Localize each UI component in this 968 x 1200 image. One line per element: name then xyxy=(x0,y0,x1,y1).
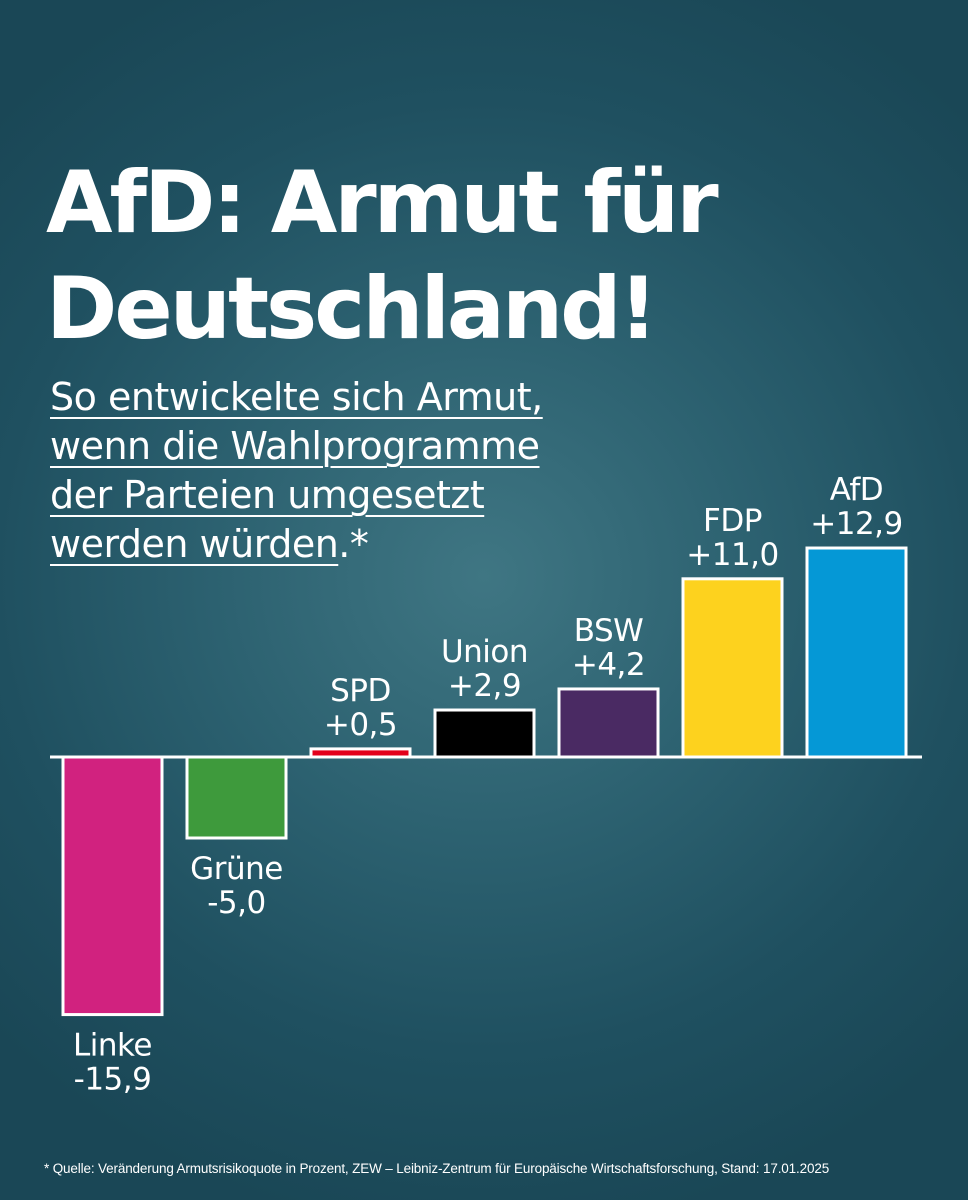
category-label-afd: AfD xyxy=(830,472,883,508)
value-label-afd: +12,9 xyxy=(810,506,903,542)
source-footnote: * Quelle: Veränderung Armutsrisikoquote … xyxy=(44,1161,830,1176)
category-label-bsw: BSW xyxy=(574,613,644,649)
bar-afd xyxy=(805,546,908,759)
category-label-gruene: Grüne xyxy=(190,851,283,887)
bar-bsw xyxy=(557,687,660,759)
bar-union xyxy=(433,708,536,759)
value-label-fdp: +11,0 xyxy=(686,537,779,573)
bar-gruene xyxy=(185,755,288,840)
subtitle-footnote-mark: .* xyxy=(338,522,369,566)
value-label-union: +2,9 xyxy=(448,668,521,704)
category-label-fdp: FDP xyxy=(703,503,762,539)
value-label-spd: +0,5 xyxy=(324,707,397,743)
subtitle-line-1: So entwickelte sich Armut, xyxy=(50,375,543,419)
value-label-bsw: +4,2 xyxy=(572,647,645,683)
subtitle-line-2: wenn die Wahlprogramme xyxy=(50,424,540,468)
title-line-1: AfD: Armut für xyxy=(46,153,719,253)
category-label-union: Union xyxy=(441,634,528,670)
value-label-gruene: -5,0 xyxy=(207,885,266,921)
category-label-linke: Linke xyxy=(73,1028,152,1064)
subtitle-line-4: werden würden xyxy=(50,522,339,566)
bar-fdp xyxy=(681,577,784,759)
title-line-2: Deutschland! xyxy=(46,259,658,359)
subtitle: So entwickelte sich Armut, wenn die Wahl… xyxy=(50,373,690,569)
value-label-linke: -15,9 xyxy=(74,1062,152,1098)
subtitle-line-3: der Parteien umgesetzt xyxy=(50,473,485,517)
page-title: AfD: Armut für Deutschland! xyxy=(46,150,956,362)
bar-linke xyxy=(61,755,164,1017)
category-label-spd: SPD xyxy=(330,673,391,709)
